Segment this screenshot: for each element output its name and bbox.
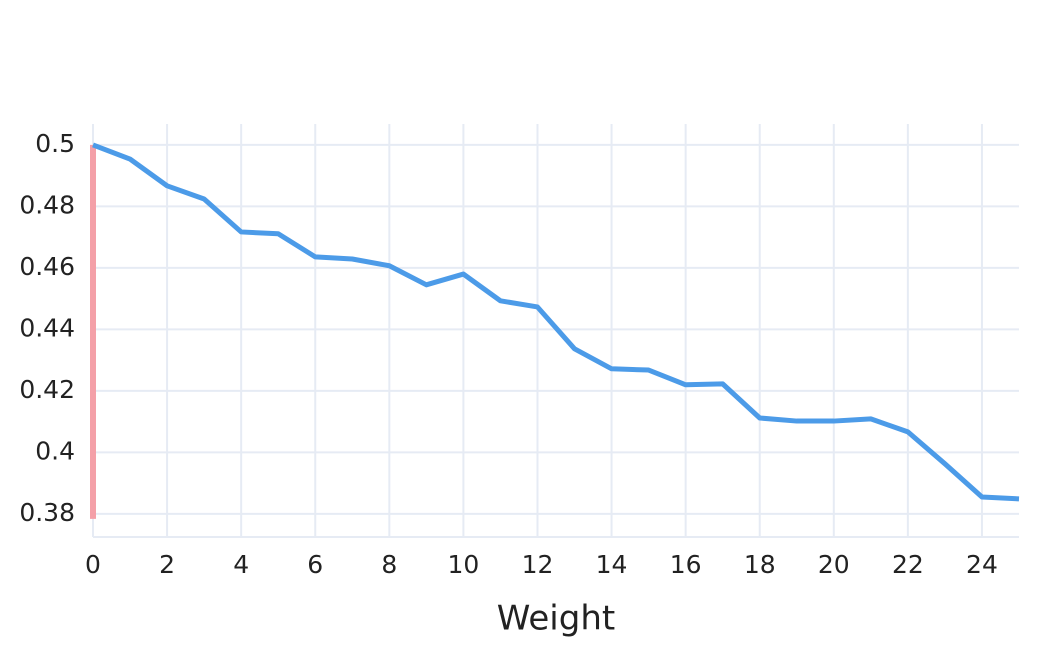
x-tick-label: 10 bbox=[447, 550, 479, 579]
x-tick-label: 2 bbox=[159, 550, 175, 579]
x-tick-label: 16 bbox=[670, 550, 702, 579]
x-tick-label: 18 bbox=[744, 550, 776, 579]
y-tick-label: 0.4 bbox=[35, 436, 75, 465]
x-tick-label: 22 bbox=[892, 550, 924, 579]
y-tick-label: 0.48 bbox=[19, 190, 75, 219]
x-tick-label: 6 bbox=[307, 550, 323, 579]
x-tick-label: 14 bbox=[596, 550, 628, 579]
x-tick-label: 12 bbox=[522, 550, 554, 579]
x-tick-label: 8 bbox=[381, 550, 397, 579]
x-tick-label: 0 bbox=[85, 550, 101, 579]
x-tick-label: 4 bbox=[233, 550, 249, 579]
y-tick-label: 0.44 bbox=[19, 313, 75, 342]
y-tick-label: 0.38 bbox=[19, 498, 75, 527]
y-tick-label: 0.5 bbox=[35, 129, 75, 158]
x-tick-label: 20 bbox=[818, 550, 850, 579]
y-tick-label: 0.46 bbox=[19, 252, 75, 281]
x-tick-label: 24 bbox=[966, 550, 998, 579]
y-tick-label: 0.42 bbox=[19, 375, 75, 404]
line-series bbox=[92, 142, 1020, 502]
x-axis-title: Weight bbox=[497, 599, 615, 639]
